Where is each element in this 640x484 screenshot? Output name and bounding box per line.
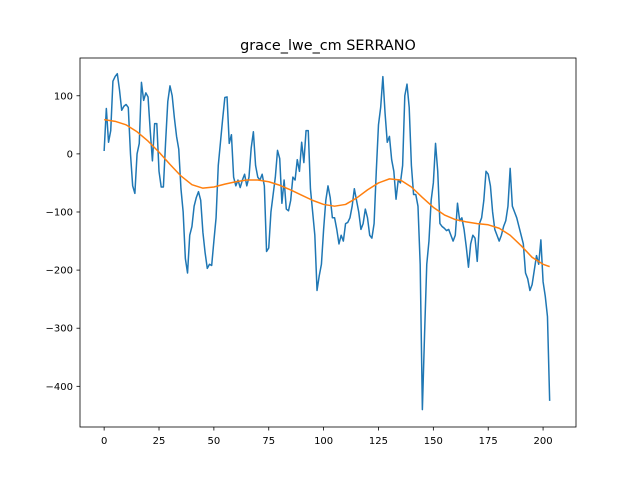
x-tick-label: 200 [534, 436, 553, 447]
y-tick-label: −400 [46, 382, 73, 393]
x-tick-label: 0 [101, 436, 107, 447]
y-tick-label: 100 [54, 91, 73, 102]
plot-area-frame [79, 57, 577, 428]
x-tick-label: 175 [479, 436, 498, 447]
series-layer [103, 72, 551, 411]
series-line-1 [103, 72, 551, 411]
x-tick-label: 50 [208, 436, 221, 447]
x-tick-label: 100 [314, 436, 333, 447]
chart-title: grace_lwe_cm SERRANO [240, 38, 416, 54]
x-tick-label: 125 [369, 436, 388, 447]
y-tick-label: −200 [46, 266, 73, 277]
y-tick-label: −100 [46, 207, 73, 218]
x-tick-label: 25 [153, 436, 166, 447]
y-tick-label: 0 [67, 149, 73, 160]
x-tick-label: 150 [424, 436, 443, 447]
x-tick-label: 75 [262, 436, 275, 447]
series-line-2 [104, 118, 550, 268]
axes-layer: 0 25 50 75 100 125 150 175 200 100 0 −100 −200 −300 −4… [46, 57, 577, 447]
y-tick-label: −300 [46, 324, 73, 335]
